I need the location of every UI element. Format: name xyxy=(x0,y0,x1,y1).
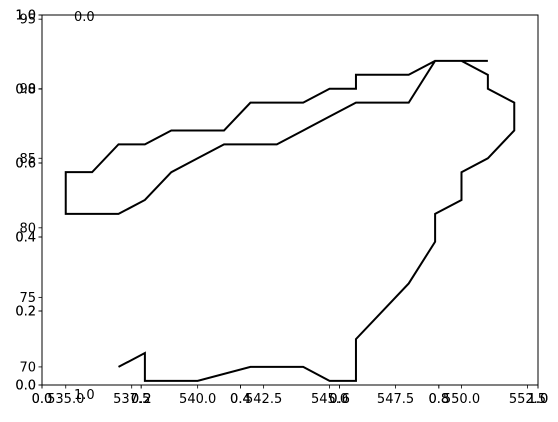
main-ticks: 535.0 537.5 540.0 542.5 545.0 547.5 550.0 552.5… xyxy=(19,13,546,407)
x-tick-label: 0.4 xyxy=(230,392,251,407)
stray-label-top: 0.0 xyxy=(74,10,95,25)
x-tick-label: 1.0 xyxy=(528,392,549,407)
y-tick-label: 90 xyxy=(19,82,36,97)
y-tick-label: 1.0 xyxy=(15,9,36,24)
plot-frame xyxy=(41,14,539,386)
stray-label-bottom: 1.0 xyxy=(74,388,95,403)
x-tick-label: 0.8 xyxy=(428,392,449,407)
y-tick-label: 1.0 xyxy=(15,9,36,24)
series-line xyxy=(64,59,516,382)
x-tick-label: 552.5 xyxy=(509,392,546,407)
x-tick-label: 0.2 xyxy=(131,392,152,407)
y-tick-label: 80 xyxy=(19,221,36,236)
x-tick-label: 0.6 xyxy=(329,392,350,407)
x-tick-label: 1.0 xyxy=(528,392,549,407)
y-tick-label: 0.6 xyxy=(15,157,36,172)
plot-background xyxy=(42,15,538,385)
y-tick-label: 0.0 xyxy=(15,379,36,394)
y-tick-label: 75 xyxy=(19,291,36,306)
x-tick-label: 0.2 xyxy=(131,392,152,407)
y-tick-label: 0.2 xyxy=(15,305,36,320)
x-tick-label: 0.6 xyxy=(329,392,350,407)
overlay-ticks: 0.0 0.2 0.4 0.6 0.8 1.00.00.20.40.60.81.00.0 0… xyxy=(15,9,548,408)
y-tick-label: 95 xyxy=(19,13,36,28)
x-tick-label: 545.0 xyxy=(311,392,348,407)
y-tick-label: 0.0 xyxy=(15,379,36,394)
y-tick-label: 85 xyxy=(19,152,36,167)
x-tick-label: 540.0 xyxy=(179,392,216,407)
x-tick-label: 0.0 xyxy=(32,392,53,407)
x-tick-label: 535.0 xyxy=(47,392,84,407)
y-tick-label: 0.2 xyxy=(15,305,36,320)
y-tick-label: 70 xyxy=(19,360,36,375)
x-tick-label: 0.4 xyxy=(230,392,251,407)
y-tick-label: 0.4 xyxy=(15,231,36,246)
y-tick-label: 0.6 xyxy=(15,157,36,172)
x-tick-label: 547.5 xyxy=(377,392,414,407)
x-tick-label: 542.5 xyxy=(245,392,282,407)
y-tick-label: 0.8 xyxy=(15,83,36,98)
series-layer xyxy=(64,59,516,382)
x-tick-label: 0.8 xyxy=(428,392,449,407)
x-tick-label: 0.0 xyxy=(32,392,53,407)
y-tick-label: 0.4 xyxy=(15,231,36,246)
x-tick-label: 550.0 xyxy=(443,392,480,407)
y-tick-label: 0.8 xyxy=(15,83,36,98)
x-tick-label: 537.5 xyxy=(113,392,150,407)
